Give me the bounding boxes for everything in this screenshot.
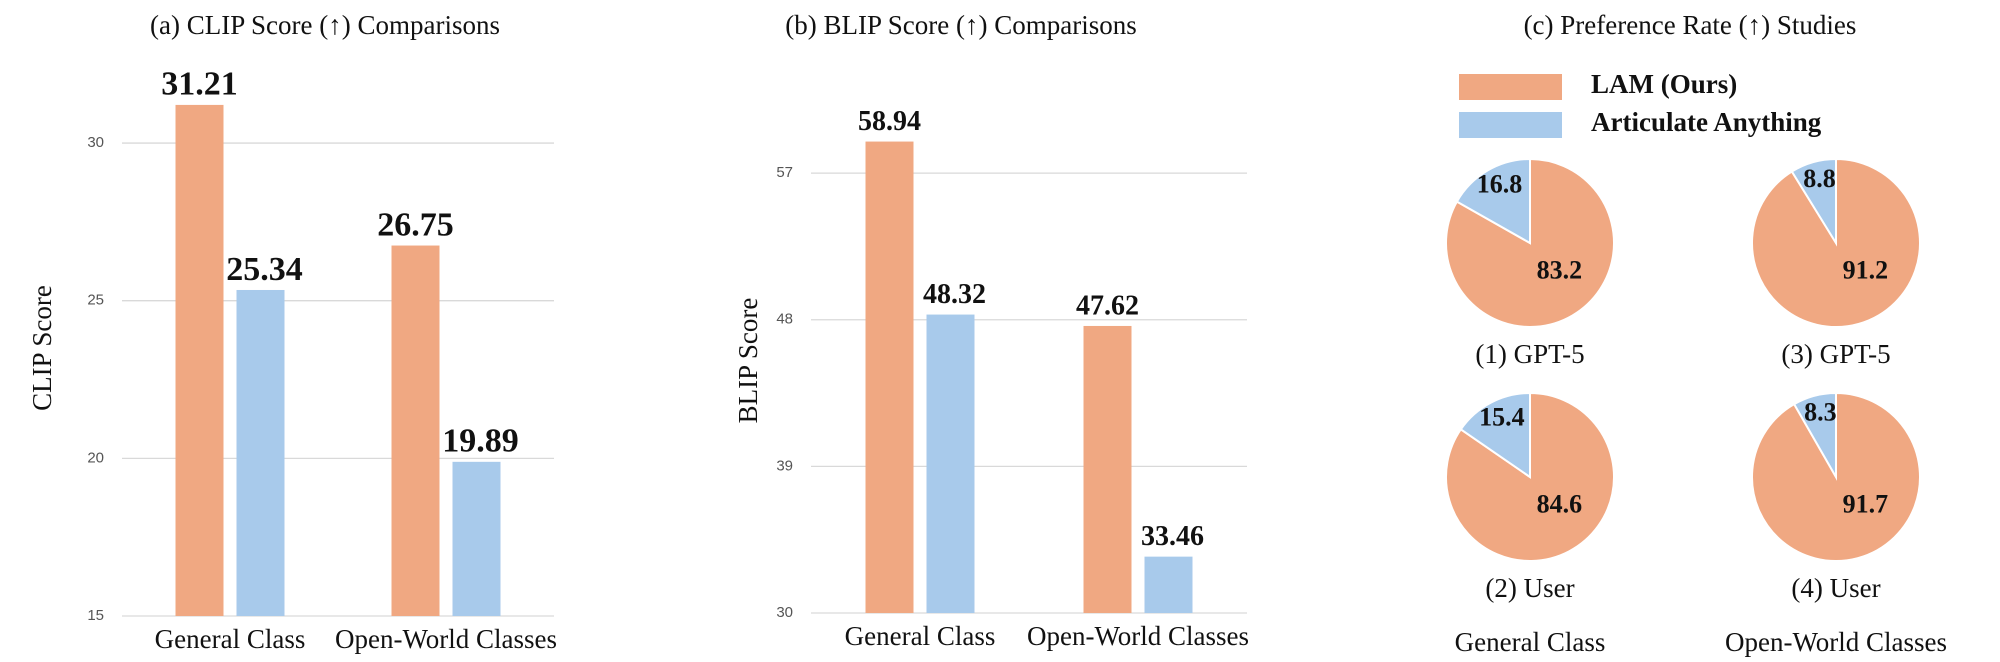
pie-slice: [1459, 391, 1531, 479]
y-axis-label: CLIP Score: [27, 285, 57, 411]
bar: [452, 461, 501, 616]
legend-label: LAM (Ours): [1591, 69, 1737, 99]
x-tick-label: Open-World Classes: [1027, 621, 1249, 651]
value-label: 33.46: [1141, 521, 1204, 552]
y-tick-label: 15: [87, 607, 104, 624]
pie-slice: [1792, 391, 1837, 481]
column-label: Open-World Classes: [1725, 627, 1947, 657]
pie-label: (4) User: [1791, 573, 1880, 603]
chart-title: (a) CLIP Score (↑) Comparisons: [150, 10, 500, 40]
y-tick-label: 25: [87, 292, 104, 309]
bar: [865, 141, 914, 614]
pie-slice: [1455, 157, 1531, 245]
legend-swatch: [1459, 74, 1562, 100]
value-label: 91.2: [1843, 255, 1889, 284]
pie-label: (1) GPT-5: [1475, 339, 1584, 369]
value-label: 47.62: [1076, 290, 1139, 321]
value-label: 58.94: [858, 106, 921, 137]
bar: [175, 104, 224, 616]
x-tick-label: Open-World Classes: [335, 624, 557, 654]
y-tick-label: 39: [776, 457, 793, 474]
column-label: General Class: [1455, 627, 1606, 657]
y-tick-label: 20: [87, 449, 104, 466]
value-label: 26.75: [377, 206, 454, 243]
bar: [236, 289, 285, 616]
bar: [1144, 556, 1193, 613]
value-label: 84.6: [1537, 489, 1583, 518]
value-label: 19.89: [442, 423, 519, 460]
x-tick-label: General Class: [845, 621, 996, 651]
value-label: 48.32: [923, 279, 986, 310]
y-tick-label: 30: [87, 134, 104, 151]
value-label: 91.7: [1843, 489, 1889, 518]
y-tick-label: 57: [776, 164, 793, 181]
value-label: 8.8: [1803, 164, 1836, 193]
y-tick-label: 48: [776, 311, 793, 328]
pie-slice: [1790, 157, 1837, 247]
value-label: 16.8: [1477, 170, 1523, 199]
value-label: 25.34: [226, 251, 303, 288]
bar: [926, 314, 975, 613]
bar: [391, 245, 440, 616]
chart-title: (c) Preference Rate (↑) Studies: [1524, 10, 1857, 40]
bar: [1083, 325, 1132, 613]
value-label: 8.3: [1804, 398, 1837, 427]
value-label: 83.2: [1537, 255, 1583, 284]
value-label: 15.4: [1479, 402, 1525, 431]
y-axis-label: BLIP Score: [733, 298, 763, 424]
pie-label: (3) GPT-5: [1781, 339, 1890, 369]
chart-title: (b) BLIP Score (↑) Comparisons: [785, 10, 1136, 40]
x-tick-label: General Class: [155, 624, 306, 654]
legend-label: Articulate Anything: [1591, 107, 1822, 137]
y-tick-label: 30: [776, 604, 793, 621]
pie-label: (2) User: [1485, 573, 1574, 603]
legend-swatch: [1459, 112, 1562, 138]
value-label: 31.21: [161, 66, 238, 103]
